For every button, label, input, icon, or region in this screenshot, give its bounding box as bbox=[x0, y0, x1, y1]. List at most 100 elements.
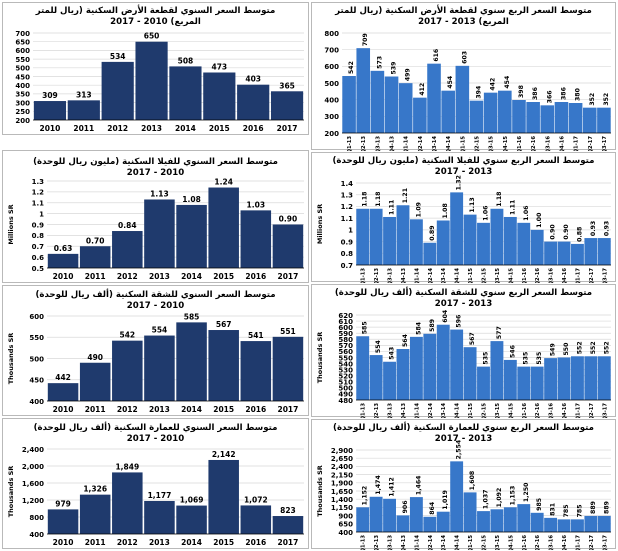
value-label: 365 bbox=[279, 81, 295, 90]
value-label: 650 bbox=[144, 32, 160, 41]
y-axis-label: Thousands SR bbox=[7, 466, 15, 518]
value-label: 550 bbox=[563, 342, 570, 356]
x-tick-label: Q1-15 bbox=[468, 268, 474, 283]
bar bbox=[413, 97, 427, 133]
bar-chart: 4804905005105205305405505605705805906006… bbox=[316, 309, 611, 418]
y-tick-label: 0.9 bbox=[341, 238, 354, 246]
y-tick-label: 480 bbox=[338, 397, 353, 405]
y-tick-label: 1 bbox=[39, 210, 44, 218]
x-tick-label: Q4-14 bbox=[455, 403, 461, 418]
value-label: 543 bbox=[389, 347, 396, 360]
x-tick-label: Q4-13 bbox=[390, 136, 396, 151]
x-tick-label: Q3-14 bbox=[441, 268, 447, 283]
bar bbox=[423, 516, 437, 532]
chart-title-line2: المربع) 2013 - 2017 bbox=[418, 17, 509, 27]
value-label: 906 bbox=[402, 500, 409, 513]
bar bbox=[383, 498, 396, 532]
value-label: 979 bbox=[55, 499, 71, 508]
y-axis-label: Thousands SR bbox=[316, 465, 324, 517]
x-tick-label: 2016 bbox=[245, 405, 266, 414]
y-tick-label: 250 bbox=[15, 108, 30, 116]
value-label: 0.93 bbox=[603, 221, 610, 236]
x-tick-label: Q1-13 bbox=[361, 403, 367, 418]
bar bbox=[356, 336, 370, 400]
y-axis-label: Millions SR bbox=[316, 204, 324, 244]
x-tick-label: Q1-13 bbox=[347, 136, 353, 151]
value-label: 0.70 bbox=[86, 236, 105, 245]
bar bbox=[79, 246, 111, 268]
bar bbox=[571, 243, 584, 265]
x-tick-label: Q2-14 bbox=[428, 268, 434, 283]
bar bbox=[240, 341, 272, 401]
bar bbox=[396, 349, 410, 400]
y-tick-label: 2,900 bbox=[331, 447, 353, 455]
chart-panel-apartment-quarterly: متوسط السعر الربع سنوي للشقة السكنية (أل… bbox=[311, 284, 616, 418]
y-tick-label: 700 bbox=[15, 30, 30, 38]
y-tick-label: 600 bbox=[15, 47, 30, 55]
value-label: 0.88 bbox=[576, 227, 583, 242]
y-tick-label: 550 bbox=[338, 354, 353, 362]
bar bbox=[240, 505, 272, 534]
bar bbox=[270, 91, 304, 120]
x-tick-label: 2013 bbox=[149, 405, 170, 414]
value-label: 864 bbox=[429, 501, 436, 515]
bar bbox=[450, 192, 464, 265]
x-tick-label: Q1-16 bbox=[522, 268, 528, 283]
value-label: 616 bbox=[433, 49, 440, 62]
bar bbox=[208, 459, 239, 534]
value-label: 490 bbox=[87, 353, 103, 362]
value-label: 823 bbox=[280, 506, 296, 515]
y-tick-label: 2,000 bbox=[22, 463, 44, 471]
value-label: 584 bbox=[415, 321, 422, 335]
chart-title: متوسط السعر السنوي للشقة السكنية (ألف ري… bbox=[7, 290, 304, 312]
value-label: 1.08 bbox=[182, 195, 201, 204]
value-label: 1.11 bbox=[389, 200, 396, 215]
chart-title-line2: المربع) 2010 - 2017 bbox=[110, 17, 201, 27]
bar bbox=[571, 519, 584, 532]
value-label: 1,849 bbox=[115, 462, 139, 471]
x-tick-label: Q1-15 bbox=[468, 403, 474, 418]
y-tick-label: 530 bbox=[338, 366, 353, 374]
x-tick-label: 2015 bbox=[209, 124, 230, 133]
value-label: 1,250 bbox=[523, 482, 530, 502]
bar bbox=[530, 229, 544, 265]
bar bbox=[396, 515, 410, 532]
bar-chart: 0.5 0.6 0.7 0.8 0.9 1 1.1 1.2 1.3 Millions SR 0.63… bbox=[7, 178, 304, 281]
x-tick-label: 2016 bbox=[243, 124, 264, 133]
bar bbox=[112, 340, 143, 401]
y-tick-label: 1,650 bbox=[331, 488, 353, 496]
bar bbox=[384, 76, 399, 133]
x-tick-label: Q1-14 bbox=[404, 136, 410, 151]
x-tick-label: 2012 bbox=[117, 405, 138, 414]
chart-title-line2: 2017 - 2013 bbox=[434, 299, 493, 309]
bar bbox=[540, 105, 555, 133]
bar bbox=[79, 494, 111, 534]
y-tick-label: 600 bbox=[338, 324, 353, 332]
x-tick-label: Q4-16 bbox=[562, 268, 568, 283]
value-label: 442 bbox=[55, 373, 71, 382]
y-tick-label: 550 bbox=[15, 56, 30, 64]
x-tick-label: Q3-13 bbox=[388, 403, 394, 418]
value-label: 1.21 bbox=[402, 188, 409, 203]
x-tick-label: Q4-16 bbox=[559, 136, 565, 151]
chart-title: متوسط السعر السنوي للفيلا السكنية (مليون… bbox=[7, 157, 304, 179]
bar bbox=[169, 66, 202, 120]
value-label: 535 bbox=[483, 352, 490, 365]
value-label: 577 bbox=[496, 326, 503, 339]
x-tick-label: Q2-14 bbox=[428, 535, 434, 550]
x-tick-label: Q4-15 bbox=[508, 535, 514, 550]
y-tick-label: 0.6 bbox=[32, 254, 45, 262]
value-label: 785 bbox=[576, 504, 583, 517]
x-tick-label: Q2-16 bbox=[535, 403, 541, 418]
y-tick-label: 650 bbox=[338, 521, 353, 529]
y-tick-label: 800 bbox=[324, 30, 339, 38]
bar-chart: 4006509001,1501,4001,6501,9002,1502,4002… bbox=[316, 439, 611, 550]
x-tick-label: Q3-15 bbox=[495, 268, 501, 283]
y-tick-label: 500 bbox=[338, 385, 353, 393]
x-tick-label: Q3-17 bbox=[602, 535, 608, 550]
y-tick-label: 490 bbox=[338, 391, 353, 399]
y-tick-label: 400 bbox=[324, 96, 339, 104]
x-tick-label: Q4-16 bbox=[562, 535, 568, 550]
bar bbox=[383, 216, 396, 265]
x-tick-label: Q4-14 bbox=[446, 136, 452, 151]
